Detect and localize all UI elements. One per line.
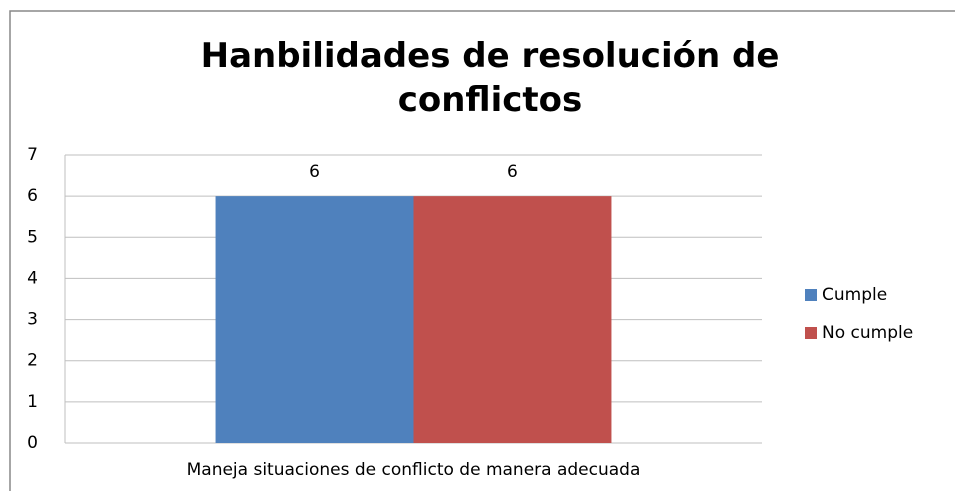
y-tick-label: 2 — [27, 351, 38, 371]
y-tick-label: 1 — [27, 392, 38, 412]
legend-swatch — [805, 327, 817, 339]
data-label: 6 — [309, 162, 320, 182]
y-tick-label: 7 — [27, 145, 38, 165]
data-label: 6 — [507, 162, 518, 182]
legend-label: Cumple — [822, 285, 887, 305]
legend-label: No cumple — [822, 323, 913, 343]
x-tick-label: Maneja situaciones de conflicto de maner… — [187, 460, 641, 480]
y-tick-label: 6 — [27, 186, 38, 206]
y-tick-label: 0 — [27, 433, 38, 453]
y-tick-label: 5 — [27, 227, 38, 247]
y-tick-label: 3 — [27, 310, 38, 330]
bar — [215, 196, 414, 443]
legend-swatch — [805, 289, 817, 301]
chart-title: Hanbilidades de resolución de conflictos — [200, 36, 780, 120]
y-tick-label: 4 — [27, 268, 38, 288]
bar — [413, 196, 612, 443]
